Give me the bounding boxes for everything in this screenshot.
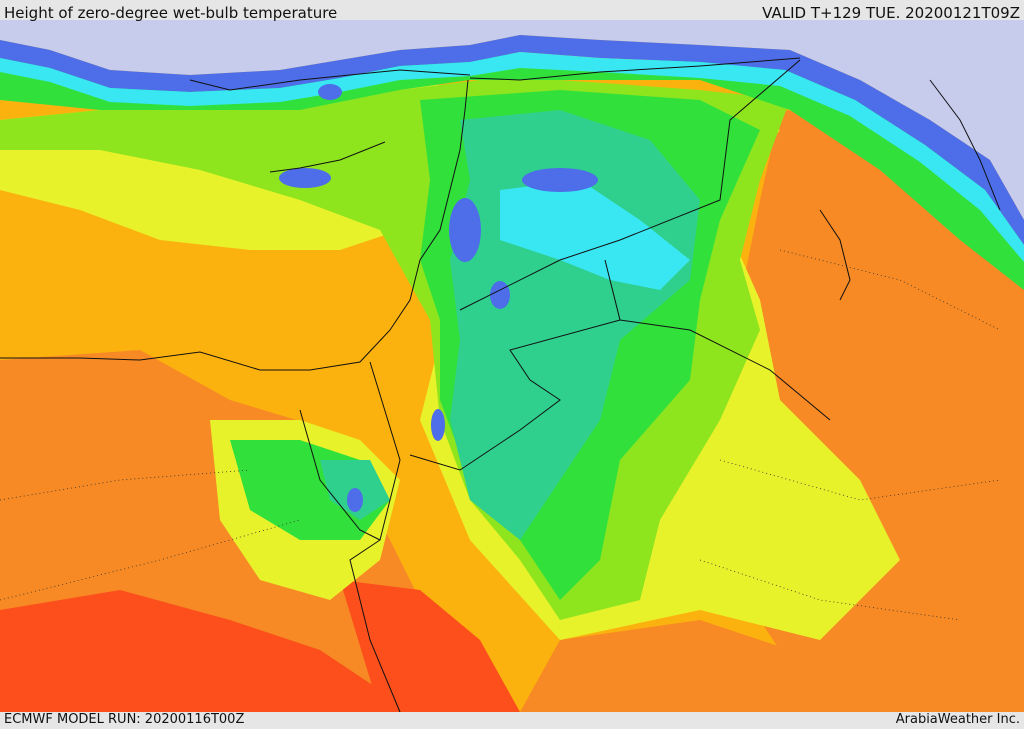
orange-zone-southeast [520, 620, 900, 712]
cell-jordan [490, 281, 510, 309]
cell-sinai [347, 488, 363, 512]
sea-north [0, 20, 1024, 220]
red-orange-zone-2 [340, 580, 520, 712]
valid-time: VALID T+129 TUE. 20200121T09Z [762, 4, 1020, 22]
cell-cyprus [279, 168, 331, 188]
cell-north [318, 84, 342, 100]
model-run: ECMWF MODEL RUN: 20200116T00Z [4, 712, 245, 727]
map-title: Height of zero-degree wet-bulb temperatu… [4, 4, 338, 22]
cyan-zone [500, 180, 690, 290]
province-lines [0, 249, 1001, 621]
credit: ArabiaWeather Inc. [895, 712, 1020, 727]
cell-syria [522, 168, 598, 192]
cell-negev [431, 409, 445, 441]
red-orange-zone [0, 590, 400, 712]
borders [0, 57, 1001, 713]
header-band [0, 0, 1024, 20]
blue-fringe [0, 35, 1024, 245]
footer-band [0, 712, 1024, 729]
cell-lebanon [449, 198, 481, 262]
